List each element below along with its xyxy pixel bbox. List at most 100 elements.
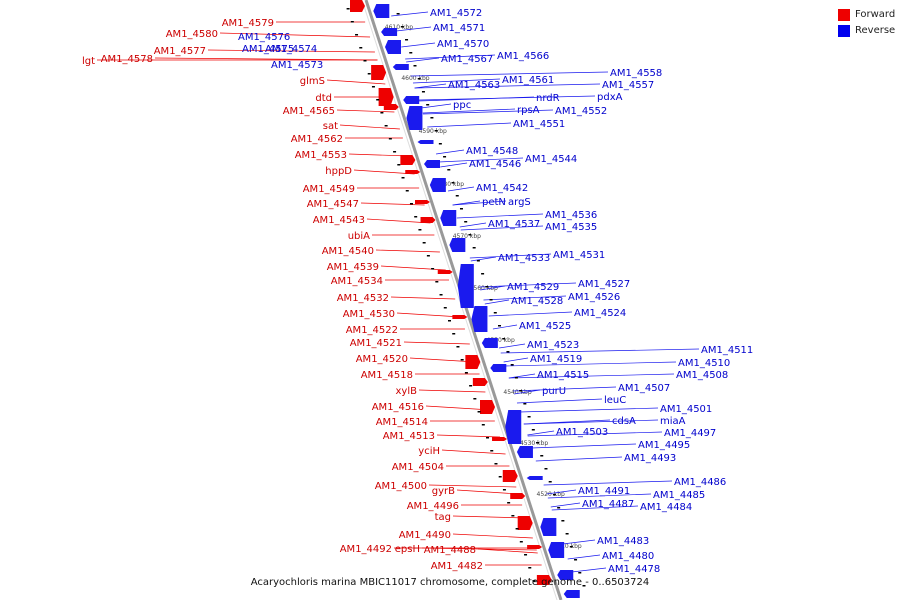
reverse-gene	[429, 178, 446, 192]
reverse-gene-connector	[547, 493, 652, 499]
reverse-gene	[417, 140, 434, 144]
reverse-gene-connector	[483, 295, 567, 301]
forward-gene	[465, 355, 481, 369]
reverse-gene-label: AM1_4576	[238, 32, 290, 43]
legend-label-forward: Forward	[855, 9, 896, 20]
chromosome-axis-shadow	[361, 0, 558, 600]
forward-gene	[383, 104, 399, 110]
forward-gene-connector	[326, 79, 386, 85]
forward-gene-label: AM1_4488	[424, 545, 476, 556]
reverse-gene	[516, 446, 533, 458]
reverse-gene-label: AM1_4573	[271, 60, 323, 71]
forward-gene-label: AM1_4482	[431, 561, 483, 572]
minor-feature-tick	[413, 65, 417, 67]
reverse-gene-connector	[516, 398, 603, 404]
reverse-gene-label: AM1_4501	[660, 404, 712, 415]
minor-feature-tick	[355, 34, 359, 36]
reverse-gene-connector	[499, 343, 526, 349]
minor-feature-tick	[519, 541, 523, 543]
axis-tick-label: 4590 kbp	[419, 128, 447, 135]
forward-gene-label: tag	[435, 512, 451, 523]
reverse-gene-connector	[480, 285, 506, 291]
reverse-gene-connector	[418, 95, 596, 101]
reverse-gene-label: cdsA	[612, 416, 636, 427]
forward-gene-label: epsH	[395, 544, 420, 555]
reverse-gene-connector	[543, 480, 673, 486]
minor-feature-tick	[418, 229, 422, 231]
forward-gene-connector	[353, 169, 415, 175]
reverse-gene-connector	[492, 324, 518, 330]
reverse-gene-connector	[406, 57, 440, 63]
reverse-gene	[440, 210, 457, 226]
forward-gene-connector	[390, 296, 456, 300]
forward-gene-connector	[436, 434, 501, 438]
reverse-gene-connector	[479, 282, 577, 288]
forward-gene-label: AM1_4492	[340, 544, 392, 555]
reverse-gene-label: AM1_4503	[556, 427, 608, 438]
reverse-gene-connector	[427, 122, 512, 128]
axis-tick-label: 4600 kbp	[401, 75, 429, 82]
forward-gene-label: yciH	[418, 446, 440, 457]
axis-tick-label: 4510 kbp	[553, 543, 581, 550]
reverse-gene	[548, 542, 565, 558]
forward-gene-connector	[375, 249, 440, 253]
chromosome-caption: Acaryochloris marina MBIC11017 chromosom…	[250, 577, 650, 588]
forward-gene-label: AM1_4500	[375, 481, 427, 492]
minor-feature-tick	[456, 346, 460, 348]
reverse-gene-label: AM1_4551	[513, 119, 565, 130]
reverse-gene-label: AM1_4548	[466, 146, 518, 157]
minor-feature-tick	[452, 333, 456, 335]
axis-tick-label: 4520 kbp	[537, 491, 565, 498]
minor-feature-tick	[409, 52, 413, 54]
minor-feature-tick	[582, 585, 586, 587]
minor-feature-tick	[523, 403, 527, 405]
reverse-gene-connector	[456, 213, 544, 219]
forward-gene	[517, 516, 533, 530]
minor-feature-tick	[510, 364, 514, 366]
reverse-gene	[457, 264, 474, 308]
reverse-gene-connector	[410, 71, 609, 77]
minor-feature-tick	[477, 411, 481, 413]
reverse-gene-label: AM1_4552	[555, 106, 607, 117]
axis-tick-label: 4560 kbp	[470, 285, 498, 292]
minor-feature-tick	[384, 125, 388, 127]
reverse-gene-label: AM1_4558	[610, 68, 662, 79]
minor-feature-tick	[494, 463, 498, 465]
reverse-gene-connector	[551, 505, 639, 511]
reverse-gene-connector	[484, 299, 510, 305]
reverse-gene-label: AM1_4487	[582, 499, 634, 510]
forward-gene-connector	[366, 218, 431, 224]
minor-feature-tick	[455, 195, 459, 197]
minor-feature-tick	[469, 385, 473, 387]
reverse-gene-label: AM1_4571	[433, 23, 485, 34]
minor-feature-tick	[569, 546, 573, 548]
reverse-gene-label: AM1_4557	[602, 80, 654, 91]
reverse-gene-connector	[391, 11, 429, 17]
reverse-gene-connector	[396, 26, 432, 32]
reverse-gene-connector	[571, 567, 607, 573]
reverse-gene-label: AM1_4567	[441, 54, 493, 65]
reverse-gene-label: AM1_4542	[476, 183, 528, 194]
minor-feature-tick	[498, 325, 501, 327]
forward-gene	[350, 0, 365, 12]
reverse-gene-label: AM1_4485	[653, 490, 705, 501]
reverse-gene-label: AM1_4574	[265, 44, 317, 55]
minor-feature-tick	[363, 60, 367, 62]
reverse-gene-connector	[488, 311, 573, 317]
forward-gene	[492, 437, 508, 441]
forward-gene-label: lgt	[82, 56, 95, 67]
reverse-gene-label: AM1_4537	[488, 219, 540, 230]
minor-feature-tick	[498, 476, 502, 478]
forward-gene	[405, 170, 421, 174]
reverse-gene-label: AM1_4531	[553, 250, 605, 261]
minor-feature-tick	[565, 533, 569, 535]
reverse-gene-label: AM1_4570	[437, 39, 489, 50]
reverse-gene-connector	[448, 186, 475, 192]
reverse-gene-connector	[531, 443, 637, 449]
minor-feature-tick	[502, 338, 506, 340]
minor-feature-tick	[367, 73, 371, 75]
forward-gene-label: AM1_4579	[222, 18, 274, 29]
reverse-gene-connector	[438, 157, 524, 163]
reverse-gene-label: AM1_4536	[545, 210, 597, 221]
